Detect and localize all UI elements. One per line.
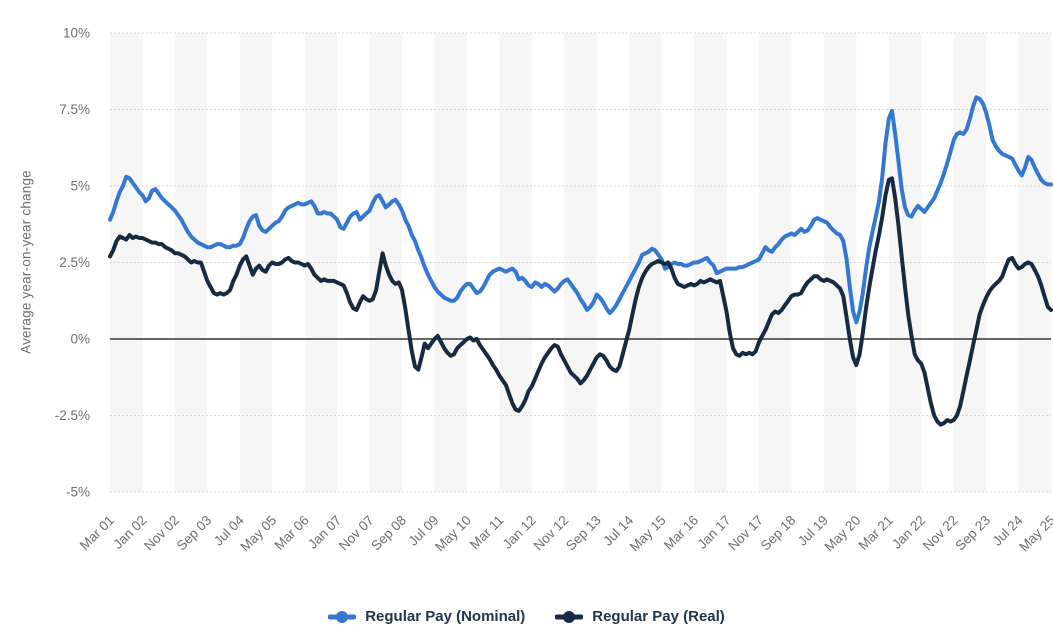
legend-item-nominal[interactable]: Regular Pay (Nominal) xyxy=(328,608,525,625)
x-tick-label: Mar 16 xyxy=(661,513,701,553)
x-tick-label: Sep 18 xyxy=(758,513,799,554)
y-tick-label: 0% xyxy=(70,332,90,347)
x-tick-label: Mar 01 xyxy=(77,513,117,553)
x-tick-label: Sep 13 xyxy=(563,513,604,554)
background-band xyxy=(304,33,338,492)
x-tick-label: Nov 17 xyxy=(725,513,766,554)
legend-label: Regular Pay (Real) xyxy=(592,608,725,625)
x-tick-label: May 15 xyxy=(627,513,669,555)
legend-item-real[interactable]: Regular Pay (Real) xyxy=(555,608,725,625)
y-tick-label: 2.5% xyxy=(59,255,90,270)
x-tick-label: May 20 xyxy=(822,513,864,555)
x-tick-label: Sep 23 xyxy=(952,513,993,554)
x-tick-label: Nov 02 xyxy=(141,513,182,554)
y-tick-label: 10% xyxy=(63,26,90,41)
legend-marker-icon xyxy=(555,610,584,623)
x-tick-label: Sep 08 xyxy=(368,513,409,554)
y-tick-label: -5% xyxy=(66,485,90,500)
legend: Regular Pay (Nominal) Regular Pay (Real) xyxy=(0,608,1053,625)
legend-marker-icon xyxy=(328,610,357,623)
x-tick-label: Mar 06 xyxy=(271,513,311,553)
y-tick-label: -2.5% xyxy=(55,408,90,423)
y-axis-title: Average year-on-year change xyxy=(18,170,34,354)
series-line-real xyxy=(108,176,1053,427)
y-tick-label: 5% xyxy=(70,179,90,194)
legend-label: Regular Pay (Nominal) xyxy=(365,608,526,625)
y-tick-label: 7.5% xyxy=(59,102,90,117)
x-tick-label: May 25 xyxy=(1016,513,1053,555)
background-band xyxy=(564,33,597,492)
gridlines: 10% 7.5% 5% 2.5% 0% -2.5% -5% xyxy=(55,26,1051,500)
x-tick-label: Sep 03 xyxy=(174,513,215,554)
x-tick-label: Nov 22 xyxy=(920,513,961,554)
series-line-nominal xyxy=(108,95,1053,325)
x-tick-label: Mar 21 xyxy=(856,513,896,553)
x-tick-label: May 05 xyxy=(237,513,279,555)
x-tick-label: May 10 xyxy=(432,513,474,555)
background-band xyxy=(888,33,922,492)
x-tick-label: Nov 12 xyxy=(531,513,572,554)
x-tick-label: Nov 07 xyxy=(336,513,377,554)
x-tick-label: Mar 11 xyxy=(467,513,507,553)
